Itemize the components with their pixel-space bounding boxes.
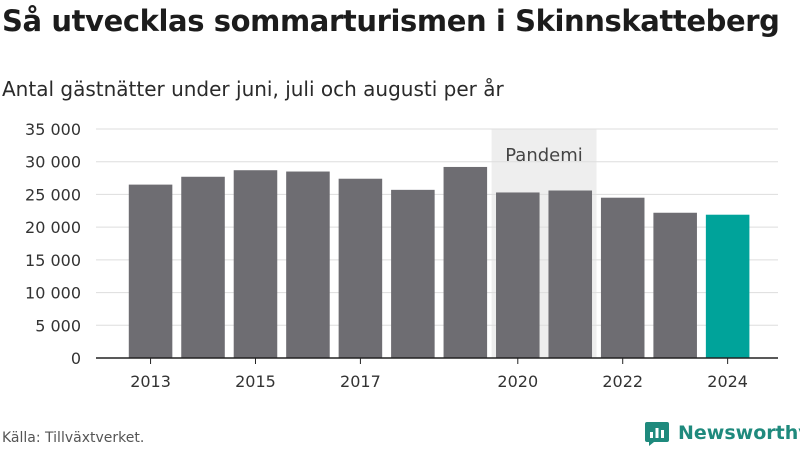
- y-tick-label: 15 000: [25, 251, 81, 270]
- x-tick-label: 2022: [602, 372, 643, 391]
- bar: [705, 214, 750, 358]
- bar: [443, 166, 488, 358]
- bar: [181, 176, 225, 358]
- bar-chart-bubble-icon: [645, 422, 669, 446]
- y-tick-label: 20 000: [25, 218, 81, 237]
- y-tick-label: 10 000: [25, 284, 81, 303]
- brand-logo: Newsworthy: [644, 420, 800, 446]
- chart-title: Så utvecklas sommarturismen i Skinnskatt…: [2, 4, 780, 38]
- bar: [338, 178, 383, 358]
- chart-subtitle: Antal gästnätter under juni, juli och au…: [2, 77, 504, 101]
- y-tick-label: 30 000: [25, 153, 81, 172]
- bar: [600, 197, 645, 358]
- x-tick-label: 2020: [497, 372, 538, 391]
- bar: [548, 190, 593, 358]
- y-tick-label: 5 000: [35, 316, 81, 335]
- bar: [391, 189, 435, 358]
- bar-chart: Pandemi 0 5 000 10 000 15 000 20 000 25 000 30 …: [25, 120, 778, 391]
- annotation-label: Pandemi: [505, 145, 583, 166]
- y-tick-label: 35 000: [25, 120, 81, 139]
- bar: [128, 184, 173, 358]
- y-tick-label: 0: [71, 349, 81, 368]
- bar: [496, 192, 540, 358]
- brand-name: Newsworthy: [678, 422, 800, 444]
- x-tick-label: 2015: [235, 372, 276, 391]
- y-tick-label: 25 000: [25, 185, 81, 204]
- bar: [653, 212, 697, 358]
- x-tick-label: 2017: [340, 372, 381, 391]
- x-tick-label: 2013: [130, 372, 171, 391]
- source-note: Källa: Tillväxtverket.: [2, 430, 145, 446]
- bar: [233, 170, 278, 358]
- x-tick-label: 2024: [707, 372, 748, 391]
- bar: [286, 171, 330, 358]
